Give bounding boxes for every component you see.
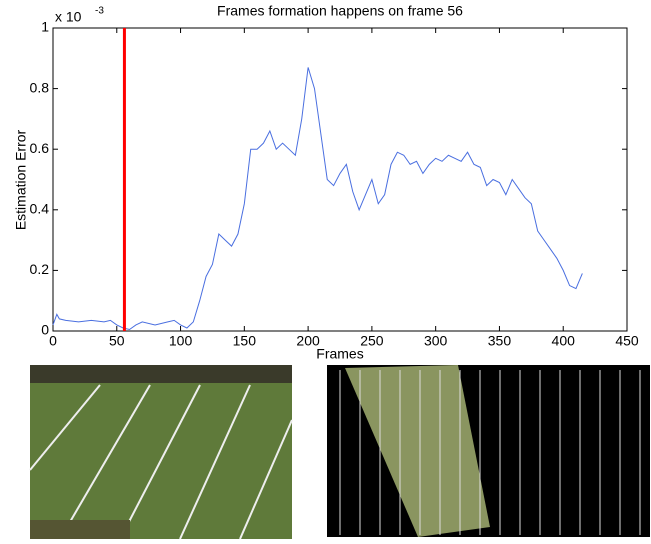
- rectified-field: [327, 365, 650, 537]
- x-tick-label: 400: [552, 333, 576, 349]
- y-tick-label: 0.6: [30, 140, 50, 156]
- chart-title: Frames formation happens on frame 56: [217, 3, 463, 19]
- x-tick-label: 250: [360, 333, 384, 349]
- field-photo: [30, 365, 292, 539]
- x-tick-label: 300: [424, 333, 448, 349]
- x-tick-label: 100: [169, 333, 193, 349]
- data-line: [53, 67, 582, 329]
- y-tick-label: 0.2: [30, 261, 50, 277]
- x-tick-label: 450: [615, 333, 639, 349]
- y-tick-label: 0: [41, 322, 49, 338]
- x-tick-label: 0: [49, 333, 57, 349]
- y-tick-label: 1: [41, 19, 49, 35]
- page: Frames formation happens on frame 56 Fra…: [0, 0, 651, 539]
- y-scale-base: x 10: [55, 9, 82, 25]
- plot-frame: [53, 28, 627, 331]
- x-tick-label: 150: [233, 333, 257, 349]
- y-axis-label: Estimation Error: [13, 129, 29, 230]
- x-axis-label: Frames: [316, 346, 363, 362]
- x-tick-label: 350: [488, 333, 512, 349]
- figure: Frames formation happens on frame 56 Fra…: [0, 0, 651, 539]
- y-tick-label: 0.4: [30, 201, 50, 217]
- x-tick-label: 50: [109, 333, 125, 349]
- y-tick-label: 0.8: [30, 79, 50, 95]
- y-scale-exponent: -3: [95, 6, 104, 17]
- x-tick-label: 200: [296, 333, 320, 349]
